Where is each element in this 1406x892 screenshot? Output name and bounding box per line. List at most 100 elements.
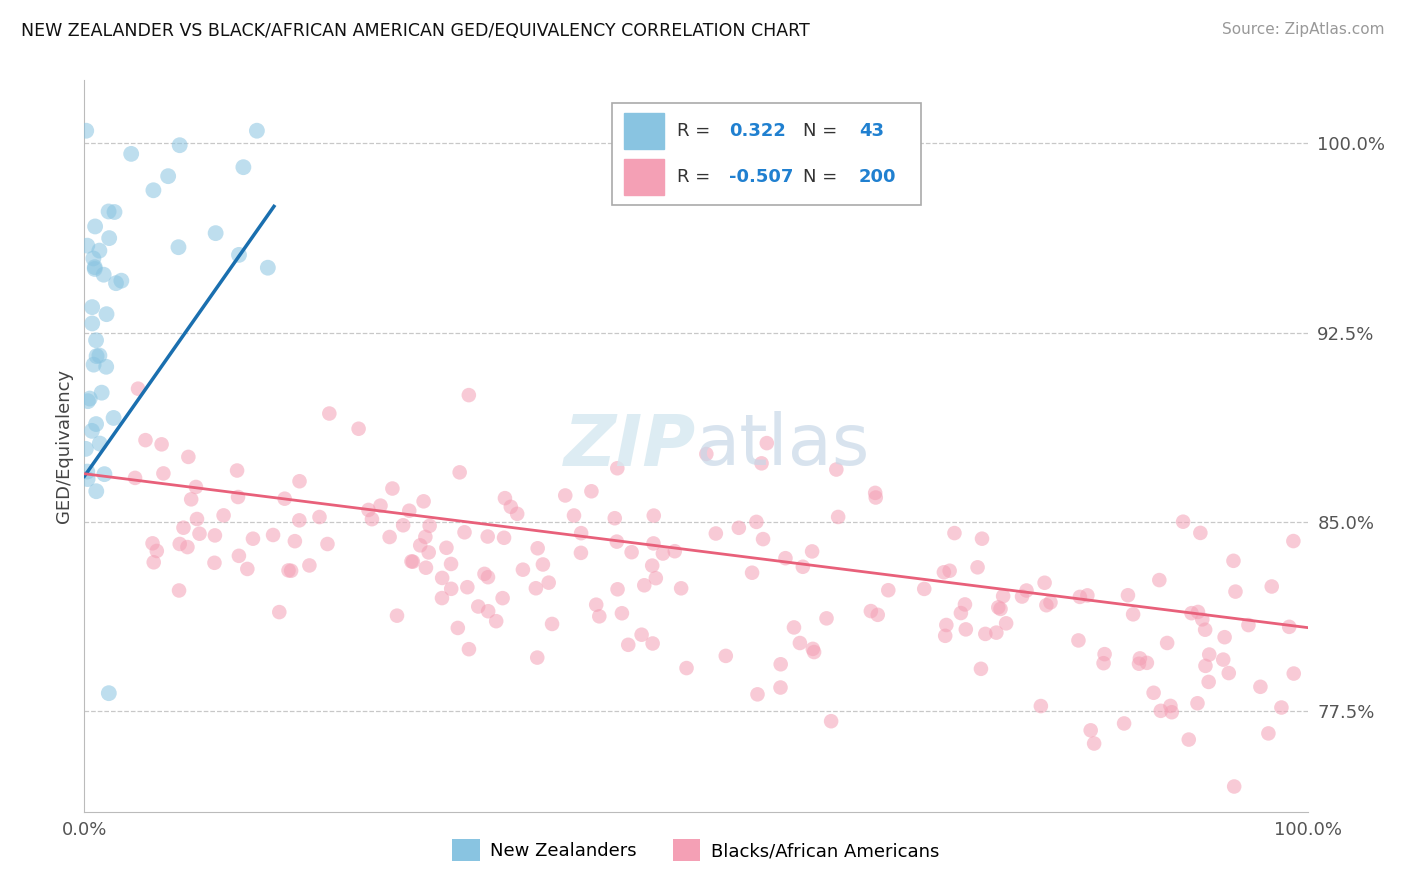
Point <box>212 508 235 523</box>
Point <box>430 591 453 605</box>
Point <box>142 555 165 569</box>
Point <box>792 559 814 574</box>
Text: R =: R = <box>676 122 716 140</box>
Point <box>127 382 149 396</box>
Point <box>449 466 471 480</box>
Point <box>494 531 516 545</box>
Point <box>75 442 97 456</box>
Point <box>277 563 299 577</box>
Point <box>172 521 194 535</box>
Point <box>1080 723 1102 738</box>
Point <box>1177 732 1199 747</box>
Point <box>96 359 118 374</box>
Point <box>1122 607 1144 622</box>
Point <box>1160 705 1182 719</box>
Point <box>142 183 165 197</box>
Text: atlas: atlas <box>696 411 870 481</box>
Point <box>456 580 478 594</box>
Point <box>755 436 778 450</box>
Point <box>467 599 489 614</box>
Point <box>76 238 98 252</box>
Point <box>357 503 380 517</box>
Point <box>1189 525 1212 540</box>
Point <box>499 500 522 514</box>
Point <box>1194 658 1216 673</box>
Point <box>643 508 665 523</box>
Point <box>409 538 432 552</box>
Point <box>949 606 972 620</box>
Point <box>1150 704 1173 718</box>
Point <box>93 467 115 482</box>
Point <box>603 511 626 525</box>
Point <box>1035 598 1057 612</box>
Text: N =: N = <box>803 168 844 186</box>
Point <box>675 661 697 675</box>
Point <box>704 526 727 541</box>
Point <box>775 551 797 566</box>
Point <box>75 124 97 138</box>
Point <box>1218 666 1240 681</box>
Point <box>318 407 340 421</box>
Point <box>1282 534 1305 549</box>
Y-axis label: GED/Equivalency: GED/Equivalency <box>55 369 73 523</box>
Text: 43: 43 <box>859 122 884 140</box>
Point <box>370 499 392 513</box>
Point <box>242 532 264 546</box>
Point <box>430 571 453 585</box>
Point <box>815 611 838 625</box>
Point <box>581 484 603 499</box>
Text: -0.507: -0.507 <box>730 168 793 186</box>
Point <box>987 600 1010 615</box>
Bar <box>624 112 664 149</box>
Point <box>745 515 768 529</box>
Point <box>415 530 437 544</box>
Point <box>769 681 792 695</box>
Point <box>1067 633 1090 648</box>
Point <box>146 544 169 558</box>
Point <box>83 260 105 275</box>
Point <box>381 482 404 496</box>
Point <box>1159 698 1181 713</box>
Point <box>440 557 463 571</box>
Point <box>80 424 103 438</box>
Point <box>1033 575 1056 590</box>
Point <box>169 138 191 153</box>
FancyBboxPatch shape <box>612 103 921 205</box>
Point <box>458 642 481 657</box>
Point <box>392 518 415 533</box>
Point <box>134 433 156 447</box>
Point <box>1278 620 1301 634</box>
Point <box>401 554 423 568</box>
Point <box>789 636 811 650</box>
Point <box>986 625 1008 640</box>
Point <box>361 512 384 526</box>
Point <box>280 564 302 578</box>
Point <box>90 385 112 400</box>
Point <box>188 526 211 541</box>
Point <box>1249 680 1271 694</box>
Point <box>877 583 900 598</box>
Point <box>1069 590 1091 604</box>
Point <box>79 392 101 406</box>
Text: N =: N = <box>803 122 844 140</box>
Point <box>934 629 956 643</box>
Point <box>169 537 191 551</box>
Point <box>953 598 976 612</box>
Point <box>308 510 330 524</box>
Point <box>491 591 513 606</box>
Point <box>695 447 717 461</box>
Point <box>1212 652 1234 666</box>
Point <box>562 508 585 523</box>
Text: ZIP: ZIP <box>564 411 696 481</box>
Point <box>1198 674 1220 689</box>
Point <box>89 244 111 258</box>
Point <box>727 521 749 535</box>
Point <box>1128 657 1150 671</box>
Point <box>1039 595 1062 609</box>
Point <box>1011 590 1033 604</box>
Point <box>110 274 132 288</box>
Point <box>1187 696 1209 710</box>
Point <box>97 204 120 219</box>
Point <box>751 456 773 470</box>
Point <box>104 276 127 290</box>
